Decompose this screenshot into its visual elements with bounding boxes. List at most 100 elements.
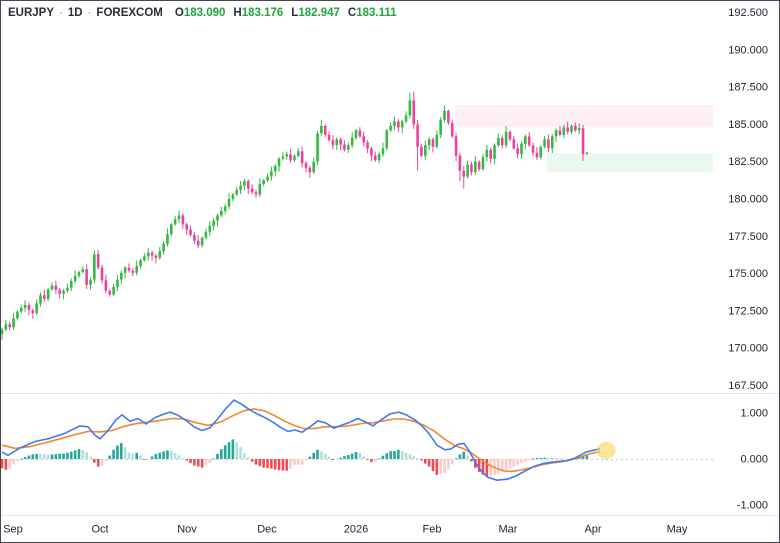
macd-histogram-bar	[19, 458, 23, 460]
macd-histogram-bar	[239, 447, 242, 459]
macd-histogram-bar	[462, 451, 466, 459]
macd-histogram-bar	[323, 453, 327, 459]
macd-histogram-bar	[46, 454, 50, 459]
macd-histogram-bar	[146, 459, 150, 460]
macd-histogram-bar	[500, 459, 504, 472]
candle-body	[158, 251, 162, 258]
candle-body	[485, 149, 489, 158]
macd-histogram-bar	[112, 449, 115, 459]
candle-body	[208, 225, 212, 232]
candle-body	[54, 285, 58, 291]
macd-histogram-bar	[343, 456, 346, 459]
candle-body	[554, 130, 558, 137]
candle-body	[73, 275, 77, 282]
candle-body	[574, 125, 577, 131]
candle-body	[354, 130, 358, 138]
macd-histogram-bar	[69, 451, 73, 459]
supply-zone[interactable]	[455, 105, 713, 128]
macd-histogram-bar	[100, 459, 104, 466]
candle-body	[173, 219, 177, 225]
candle-body	[381, 148, 385, 155]
macd-histogram-bar	[181, 458, 185, 460]
candles-layer[interactable]	[0, 91, 589, 340]
candle-body	[8, 324, 11, 328]
candle-body	[39, 295, 42, 304]
macd-histogram-bar	[89, 456, 92, 459]
macd-histogram-bar	[93, 459, 96, 463]
indicator-axis[interactable]: 1.000 0.000 -1.000	[737, 408, 768, 512]
macd-histogram-bar	[170, 450, 173, 459]
candle-body	[497, 137, 500, 146]
macd-pane-layer[interactable]	[0, 399, 713, 482]
candle-body	[154, 255, 158, 258]
candle-body	[558, 130, 562, 135]
candle-body	[289, 154, 292, 161]
candle-body	[566, 127, 569, 132]
candle-body	[293, 155, 296, 161]
candle-body	[524, 136, 527, 144]
candle-body	[327, 134, 331, 141]
candle-body	[547, 139, 550, 149]
candle-body	[16, 311, 19, 319]
macd-histogram-bar	[497, 459, 500, 474]
macd-histogram-bar	[412, 456, 416, 459]
candle-body	[343, 144, 346, 150]
macd-histogram-bar	[27, 455, 31, 459]
candle-body	[408, 100, 412, 116]
candle-body	[512, 139, 516, 149]
macd-histogram-bar	[196, 459, 200, 467]
candle-body	[397, 121, 400, 128]
candle-body	[146, 252, 150, 257]
macd-histogram-bar	[516, 459, 519, 466]
candle-body	[350, 137, 354, 146]
candle-body	[370, 148, 373, 156]
candle-body	[400, 121, 404, 128]
macd-histogram-bar	[293, 459, 296, 466]
candle-body	[96, 254, 100, 268]
price-tick-label: 170.000	[728, 343, 768, 355]
macd-histogram-bar	[347, 454, 350, 459]
macd-histogram-bar	[135, 452, 138, 459]
demand-zone[interactable]	[547, 153, 713, 173]
macd-histogram-bar	[485, 459, 489, 477]
candle-body	[489, 149, 492, 159]
candle-body	[46, 289, 50, 299]
candle-body	[93, 254, 96, 280]
price-tick-label: 175.000	[728, 268, 768, 280]
symbol-header[interactable]: EURJPY · 1D · FOREXCOM O183.090 H183.176…	[8, 5, 405, 21]
highlight-ellipse[interactable]	[596, 442, 616, 459]
candle-body	[347, 145, 350, 150]
candle-body	[443, 110, 446, 120]
candle-body	[335, 139, 339, 146]
candle-body	[258, 184, 262, 195]
candle-body	[454, 136, 458, 156]
time-axis[interactable]: Sep Oct Nov Dec 2026 Feb Mar Apr May	[3, 524, 688, 536]
candle-body	[143, 256, 146, 261]
candle-body	[412, 100, 416, 125]
candle-body	[85, 269, 88, 285]
candle-body	[231, 194, 235, 199]
macd-histogram-bar	[4, 459, 8, 470]
macd-histogram-bar	[535, 458, 539, 459]
macd-histogram-bar	[581, 455, 585, 459]
candle-body	[404, 115, 408, 122]
macd-histogram-bar	[450, 459, 454, 465]
price-axis[interactable]: 192.500 190.000 187.500 185.000 182.500 180.0…	[728, 7, 768, 392]
candle-body	[447, 110, 450, 123]
candle-body	[312, 161, 315, 173]
indicator-tick-label: 1.000	[740, 408, 768, 420]
candle-body	[416, 124, 419, 147]
candle-body	[250, 188, 254, 193]
candle-body	[196, 240, 200, 246]
candle-body	[23, 304, 27, 308]
macd-histogram-bar	[108, 455, 112, 459]
macd-histogram-bar	[420, 459, 423, 461]
candle-body	[162, 243, 165, 252]
macd-histogram-bar	[0, 459, 4, 469]
candle-body	[362, 136, 366, 143]
macd-histogram-bar	[366, 459, 369, 460]
macd-histogram-bar	[277, 459, 281, 471]
macd-histogram-bar	[435, 459, 439, 475]
candle-body	[266, 176, 269, 181]
